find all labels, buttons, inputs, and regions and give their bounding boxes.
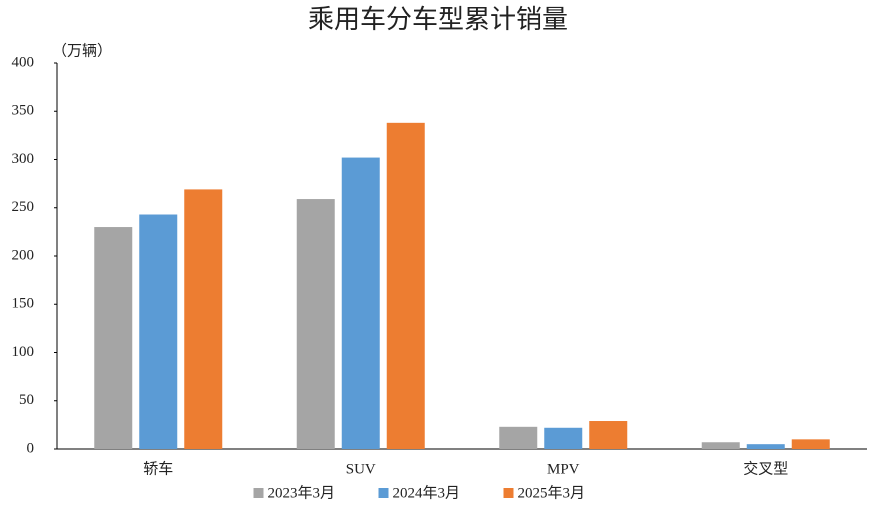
bar xyxy=(544,427,583,449)
y-axis-label: （万辆） xyxy=(52,42,112,59)
y-tick-label: 350 xyxy=(12,103,35,119)
legend-label: 2024年3月 xyxy=(393,484,461,501)
bar xyxy=(746,444,785,449)
bar xyxy=(499,426,538,449)
y-tick-label: 250 xyxy=(12,199,35,215)
legend-label: 2023年3月 xyxy=(268,484,336,501)
y-tick-label: 400 xyxy=(12,54,35,70)
x-tick-label: MPV xyxy=(547,461,580,477)
legend-swatch xyxy=(503,488,514,498)
bar xyxy=(184,189,223,450)
y-tick-label: 0 xyxy=(27,440,35,456)
x-tick-label: SUV xyxy=(346,461,376,477)
bar xyxy=(94,227,133,449)
bar xyxy=(296,199,335,449)
x-tick-label: 交叉型 xyxy=(743,459,788,477)
y-tick-label: 50 xyxy=(19,392,34,408)
y-tick-label: 150 xyxy=(12,296,35,312)
legend-swatch xyxy=(378,488,389,498)
bar xyxy=(701,442,740,449)
bar xyxy=(386,122,425,449)
y-tick-label: 100 xyxy=(12,344,35,360)
bar xyxy=(589,421,628,449)
chart-title: 乘用车分车型累计销量 xyxy=(308,5,568,34)
legend-label: 2025年3月 xyxy=(518,484,586,501)
legend-swatch xyxy=(253,488,264,498)
bar xyxy=(139,214,178,449)
y-tick-label: 200 xyxy=(12,247,35,263)
x-tick-label: 轿车 xyxy=(143,460,173,477)
bar xyxy=(341,157,380,449)
bar xyxy=(791,439,830,449)
y-tick-label: 300 xyxy=(12,151,35,167)
